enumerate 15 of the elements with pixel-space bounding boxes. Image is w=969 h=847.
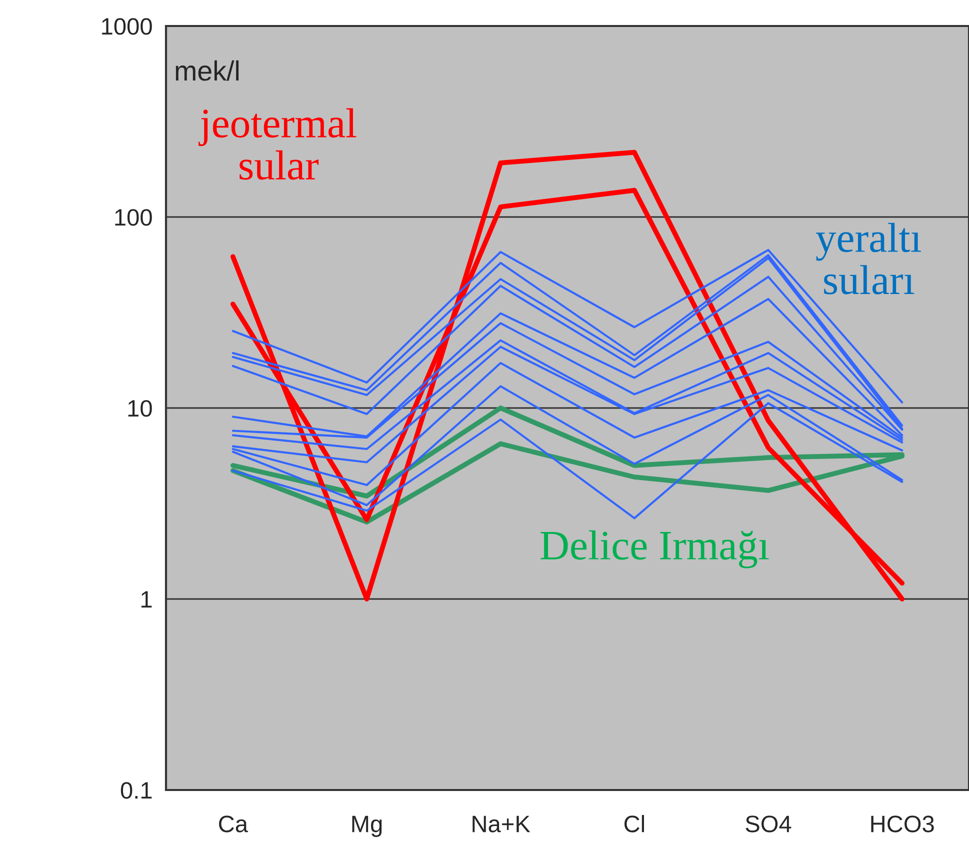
- annotation: jeotermal sular: [198, 108, 356, 180]
- annotation: Delice Irmağı: [540, 530, 769, 568]
- y-tick-label: 0.1: [120, 782, 152, 799]
- x-tick-label: HCO3: [871, 816, 934, 832]
- x-tick-label: Mg: [352, 816, 382, 838]
- y-tick-label: 10: [128, 400, 152, 417]
- y-axis-title: mek/l: [176, 60, 239, 81]
- y-tick-label: 1: [141, 591, 152, 608]
- annotation: yeraltı suları: [816, 222, 922, 294]
- y-tick-label: 1000: [102, 18, 152, 35]
- x-tick-label: SO4: [746, 816, 792, 832]
- x-tick-label: Na+K: [472, 816, 530, 832]
- x-tick-label: Cl: [624, 815, 644, 832]
- x-tick-label: Ca: [219, 816, 248, 832]
- y-tick-label: 100: [115, 209, 152, 226]
